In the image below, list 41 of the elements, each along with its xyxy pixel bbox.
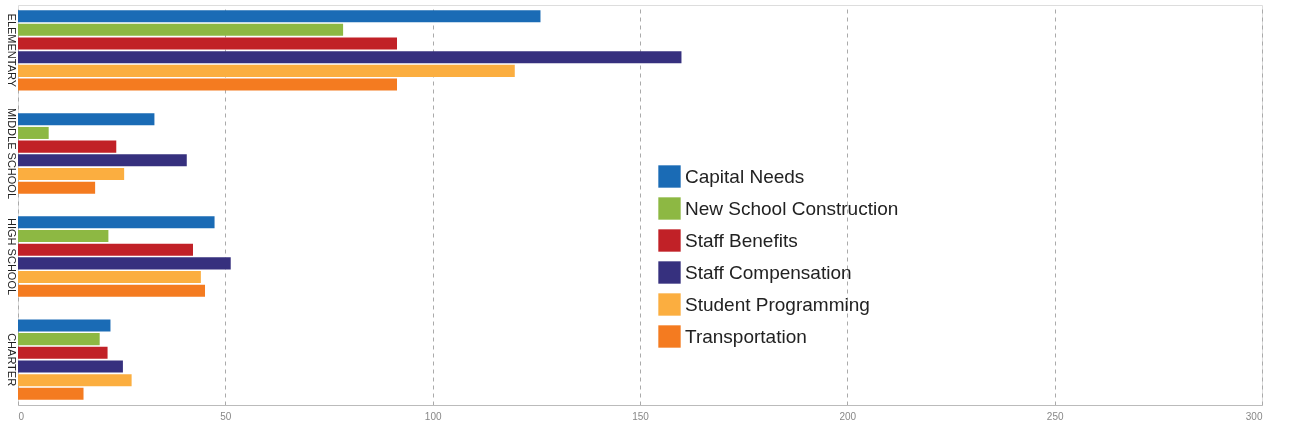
bar: [18, 78, 398, 91]
legend-label: Staff Compensation: [685, 261, 852, 283]
bar: [18, 167, 125, 180]
bar: [18, 387, 84, 400]
bar: [18, 154, 187, 167]
bar: [18, 257, 231, 270]
y-tick-label: ELEMENTARY: [5, 13, 18, 88]
legend-label: Staff Benefits: [685, 229, 798, 251]
legend-label: New School Construction: [685, 197, 899, 219]
x-tick-label: 0: [18, 410, 25, 422]
bar: [18, 23, 344, 36]
y-tick-label: CHARTER: [5, 333, 18, 387]
x-tick-label: 200: [839, 410, 857, 422]
y-tick-label: MIDDLE SCHOOL: [5, 107, 18, 199]
bar: [18, 346, 108, 359]
bar: [18, 181, 96, 194]
x-tick-label: 50: [220, 410, 232, 422]
bar: [18, 284, 206, 297]
y-tick-label: HIGH SCHOOL: [5, 218, 18, 296]
x-tick-label: 150: [632, 410, 650, 422]
bar: [18, 140, 117, 153]
bar: [18, 243, 193, 256]
bar: [18, 333, 100, 346]
x-tick-label: 100: [424, 410, 442, 422]
legend-label: Transportation: [685, 325, 807, 347]
bar: [18, 374, 132, 387]
bar: [18, 126, 49, 139]
bar: [18, 113, 155, 126]
bar: [18, 51, 682, 64]
legend-label: Student Programming: [685, 293, 870, 315]
x-tick-label: 300: [1245, 410, 1263, 422]
legend-label: Capital Needs: [685, 165, 805, 187]
bar: [18, 64, 515, 77]
bar: [18, 10, 541, 23]
bar: [18, 216, 215, 229]
bar: [18, 37, 398, 50]
bar: [18, 271, 201, 284]
bar: [18, 319, 111, 332]
x-tick-label: 250: [1046, 410, 1064, 422]
bar: [18, 230, 109, 243]
bar: [18, 360, 123, 373]
